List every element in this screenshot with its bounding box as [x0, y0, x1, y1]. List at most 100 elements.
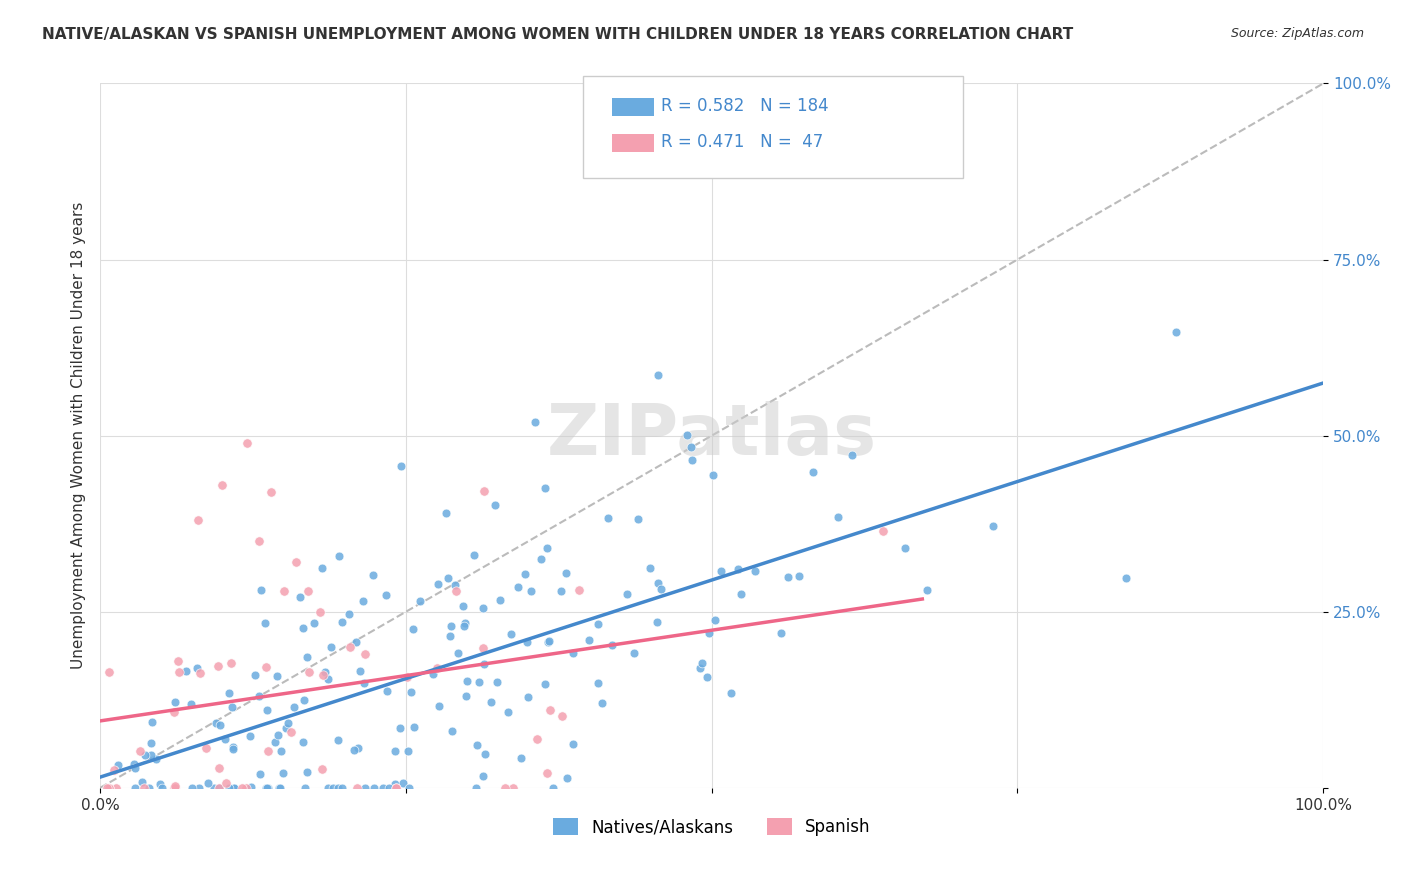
Spanish: [163, 780, 186, 795]
Natives/Alaskans: [326, 780, 349, 795]
Natives/Alaskans: [297, 764, 319, 779]
Natives/Alaskans: [650, 582, 672, 597]
Spanish: [163, 780, 186, 795]
Spanish: [236, 435, 259, 450]
Spanish: [208, 761, 231, 775]
Natives/Alaskans: [436, 571, 458, 585]
Natives/Alaskans: [249, 690, 271, 704]
Natives/Alaskans: [271, 766, 294, 780]
Natives/Alaskans: [770, 626, 793, 640]
Spanish: [502, 780, 524, 795]
Natives/Alaskans: [269, 780, 291, 795]
Natives/Alaskans: [467, 739, 489, 753]
Spanish: [396, 670, 419, 684]
Natives/Alaskans: [744, 565, 766, 579]
Natives/Alaskans: [516, 690, 538, 704]
Natives/Alaskans: [197, 776, 219, 790]
Natives/Alaskans: [214, 731, 236, 746]
Natives/Alaskans: [561, 737, 583, 751]
Natives/Alaskans: [378, 780, 401, 795]
Natives/Alaskans: [107, 758, 129, 772]
Natives/Alaskans: [841, 449, 863, 463]
Natives/Alaskans: [139, 736, 162, 750]
Spanish: [297, 583, 319, 598]
Spanish: [538, 703, 561, 717]
Spanish: [426, 661, 449, 675]
Natives/Alaskans: [330, 615, 353, 630]
Spanish: [551, 709, 574, 723]
Natives/Alaskans: [389, 722, 412, 736]
Spanish: [444, 583, 467, 598]
Natives/Alaskans: [534, 481, 557, 495]
Spanish: [98, 665, 121, 679]
Spanish: [284, 556, 307, 570]
Natives/Alaskans: [291, 621, 314, 635]
Text: R = 0.471   N =  47: R = 0.471 N = 47: [661, 133, 823, 151]
Natives/Alaskans: [472, 601, 495, 615]
Natives/Alaskans: [893, 541, 915, 555]
Natives/Alaskans: [124, 780, 146, 795]
Natives/Alaskans: [720, 685, 742, 699]
Natives/Alaskans: [292, 693, 315, 707]
Natives/Alaskans: [467, 675, 489, 690]
Spanish: [163, 779, 186, 793]
Natives/Alaskans: [463, 548, 485, 562]
Natives/Alaskans: [267, 727, 290, 741]
Natives/Alaskans: [202, 780, 225, 795]
Natives/Alaskans: [139, 748, 162, 763]
Spanish: [280, 725, 302, 739]
Natives/Alaskans: [586, 616, 609, 631]
Natives/Alaskans: [222, 742, 245, 756]
Natives/Alaskans: [647, 368, 669, 382]
Natives/Alaskans: [983, 518, 1005, 533]
Natives/Alaskans: [240, 780, 263, 794]
Natives/Alaskans: [787, 569, 810, 583]
Natives/Alaskans: [302, 616, 325, 631]
Natives/Alaskans: [402, 623, 425, 637]
Natives/Alaskans: [328, 549, 350, 563]
Spanish: [309, 605, 332, 619]
Text: ZIPatlas: ZIPatlas: [547, 401, 877, 470]
Natives/Alaskans: [174, 664, 197, 678]
Natives/Alaskans: [145, 752, 167, 766]
Natives/Alaskans: [389, 458, 412, 473]
Natives/Alaskans: [479, 695, 502, 709]
Natives/Alaskans: [339, 607, 361, 621]
Natives/Alaskans: [208, 718, 231, 732]
Spanish: [354, 647, 377, 661]
Spanish: [208, 780, 231, 795]
Natives/Alaskans: [316, 780, 339, 795]
Natives/Alaskans: [439, 629, 461, 643]
Spanish: [190, 666, 212, 681]
Natives/Alaskans: [352, 594, 374, 608]
Spanish: [134, 780, 156, 795]
Natives/Alaskans: [627, 512, 650, 526]
Natives/Alaskans: [681, 440, 703, 454]
Natives/Alaskans: [447, 646, 470, 660]
Natives/Alaskans: [427, 577, 450, 591]
Spanish: [312, 668, 335, 682]
Spanish: [339, 640, 361, 654]
Natives/Alaskans: [353, 675, 375, 690]
Natives/Alaskans: [501, 627, 523, 641]
Natives/Alaskans: [311, 560, 333, 574]
Natives/Alaskans: [464, 780, 486, 795]
Natives/Alaskans: [243, 668, 266, 682]
Natives/Alaskans: [188, 780, 211, 795]
Natives/Alaskans: [314, 665, 336, 679]
Natives/Alaskans: [591, 696, 613, 710]
Natives/Alaskans: [427, 699, 450, 714]
Natives/Alaskans: [134, 747, 156, 762]
Natives/Alaskans: [402, 720, 425, 734]
Natives/Alaskans: [353, 780, 375, 795]
Natives/Alaskans: [291, 735, 314, 749]
Natives/Alaskans: [392, 776, 415, 790]
Natives/Alaskans: [263, 735, 285, 749]
Natives/Alaskans: [181, 780, 204, 795]
Natives/Alaskans: [496, 705, 519, 719]
Natives/Alaskans: [283, 699, 305, 714]
Natives/Alaskans: [537, 635, 560, 649]
Spanish: [260, 485, 283, 500]
Natives/Alaskans: [554, 566, 576, 581]
Spanish: [256, 660, 278, 674]
